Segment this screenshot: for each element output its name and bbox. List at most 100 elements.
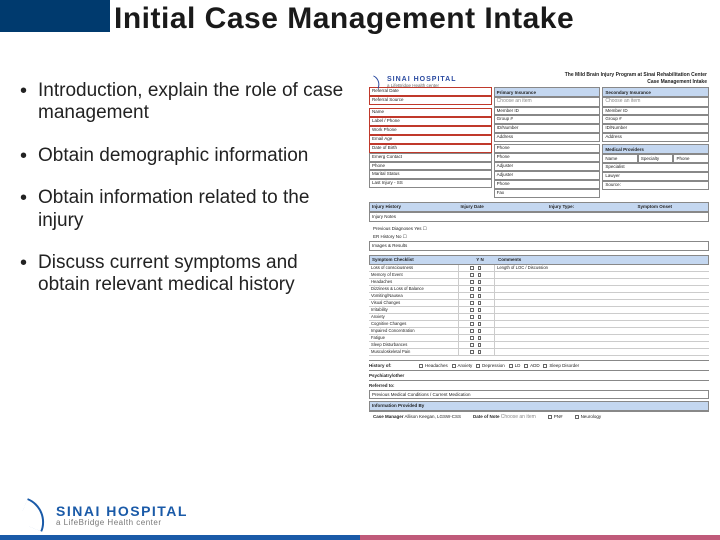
images-results: Images & Results xyxy=(369,241,709,251)
symptom-note xyxy=(495,349,709,355)
field: Phone xyxy=(494,180,601,189)
symptom-note xyxy=(495,300,709,306)
symptom-row: Dizziness & Loss of Balance xyxy=(369,286,709,293)
checkbox-icon xyxy=(470,280,474,284)
field: Emerg Contact xyxy=(369,153,492,162)
history-item: Anxiety xyxy=(452,363,477,368)
checkbox-icon xyxy=(470,322,474,326)
symptom-row: Irritability xyxy=(369,307,709,314)
field: Last Injury - SS xyxy=(369,179,492,188)
injury-notes: Injury Notes xyxy=(369,212,709,222)
field: Group # xyxy=(602,115,709,124)
bar-item: Injury History xyxy=(372,204,441,209)
symptom-row: Cognitive Changes xyxy=(369,321,709,328)
checkbox-icon xyxy=(478,329,482,333)
checkbox-icon xyxy=(470,343,474,347)
symptom-row: Headaches xyxy=(369,279,709,286)
symptom-checks xyxy=(459,342,495,348)
field: Referral Source xyxy=(369,96,492,105)
cm-label: Case Manager xyxy=(373,414,404,419)
psych-label: Psychiatry/other xyxy=(369,373,411,378)
symptom-checks xyxy=(459,300,495,306)
col: Phone xyxy=(673,154,709,163)
field: Email Age xyxy=(369,135,492,144)
symptom-checks xyxy=(459,293,495,299)
symptom-label: Loss of consciousness xyxy=(369,265,459,271)
symptom-section: Symptom Checklist Y N Comments Loss of c… xyxy=(365,253,713,358)
primary-insurance-header: Primary Insurance xyxy=(494,87,601,97)
checkbox-icon xyxy=(470,308,474,312)
field: Address xyxy=(494,133,601,142)
prov-cols: Name Specialty Phone xyxy=(602,154,709,163)
symptom-note xyxy=(495,286,709,292)
prev-cond: Previous Medical Conditions / Current Me… xyxy=(369,390,709,399)
symptom-label: Cognitive Changes xyxy=(369,321,459,327)
form-top-grid: Referral Date Referral Source Name Label… xyxy=(365,85,713,200)
bar-item: Injury Type: xyxy=(549,204,618,209)
checkbox-icon xyxy=(478,266,482,270)
history-item: ADD xyxy=(524,363,543,368)
symptom-row: Sleep Disturbances xyxy=(369,342,709,349)
symptom-checks xyxy=(459,328,495,334)
checkbox-icon xyxy=(478,336,482,340)
symptom-label: Irritability xyxy=(369,307,459,313)
col: Name xyxy=(602,154,638,163)
sym-h1: Symptom Checklist xyxy=(372,257,462,262)
prov-row: Specialist xyxy=(602,163,709,172)
info-provided-bar: Information Provided By xyxy=(369,401,709,411)
checkbox-icon xyxy=(476,364,480,368)
checkbox-icon xyxy=(470,315,474,319)
slide-title: Initial Case Management Intake xyxy=(110,0,574,36)
symptom-row: Loss of consciousness Length of LOC / Dis… xyxy=(369,265,709,272)
cm-val: Allison Keegan, LGSW-CSS xyxy=(405,414,461,419)
bar-item: Injury Date xyxy=(461,204,530,209)
field: Member ID xyxy=(494,107,601,116)
field: Phone xyxy=(494,144,601,153)
field: Fax xyxy=(494,189,601,198)
field: Referral Date xyxy=(369,87,492,96)
symptom-row: Anxiety xyxy=(369,314,709,321)
checkbox-icon xyxy=(478,301,482,305)
symptom-label: Sleep Disturbances xyxy=(369,342,459,348)
sym-h3: Comments xyxy=(498,257,706,262)
field: Marital Status xyxy=(369,170,492,179)
history-item: Depression xyxy=(476,363,509,368)
prov-row: Lawyer xyxy=(602,172,709,181)
symptom-checks xyxy=(459,265,495,271)
checkbox-icon xyxy=(509,364,513,368)
checkbox-icon xyxy=(478,343,482,347)
symptom-label: Headaches xyxy=(369,279,459,285)
checkbox-icon xyxy=(543,364,547,368)
symptom-note xyxy=(495,307,709,313)
symptom-row: Impaired Concentration xyxy=(369,328,709,335)
checkbox-icon xyxy=(575,415,579,419)
checkbox-icon xyxy=(478,287,482,291)
checkbox-icon xyxy=(478,308,482,312)
loc-label2: ER History No ☐ xyxy=(373,234,407,240)
symptom-checks xyxy=(459,321,495,327)
checkbox-icon xyxy=(470,287,474,291)
bullet-item: Discuss current symptoms and obtain rele… xyxy=(20,252,346,297)
field: Phone xyxy=(494,153,601,162)
field: Address xyxy=(602,133,709,142)
symptom-note: Length of LOC / Discussion xyxy=(495,265,709,271)
title-accent-block xyxy=(0,0,110,32)
checkbox-icon xyxy=(470,336,474,340)
checkbox-icon xyxy=(478,280,482,284)
history-item: Sleep Disorder xyxy=(543,363,583,368)
symptom-note xyxy=(495,279,709,285)
symptom-row: Fatigue xyxy=(369,335,709,342)
bullet-item: Obtain information related to the injury xyxy=(20,187,346,232)
prov-row: Source: xyxy=(602,181,709,190)
checkbox-icon xyxy=(470,329,474,333)
symptom-checks xyxy=(459,307,495,313)
injury-section: Injury History Injury Date Injury Type: … xyxy=(365,200,713,253)
symptom-checks xyxy=(459,314,495,320)
symptom-row: Musculoskeletal Pain xyxy=(369,349,709,356)
field: Group # xyxy=(494,115,601,124)
dn-label: Date of Note xyxy=(473,414,500,419)
symptom-label: Dizziness & Loss of Balance xyxy=(369,286,459,292)
bullet-item: Obtain demographic information xyxy=(20,145,346,167)
field: Phone xyxy=(369,162,492,171)
footer-logo-sub: a LifeBridge Health center xyxy=(56,518,188,527)
